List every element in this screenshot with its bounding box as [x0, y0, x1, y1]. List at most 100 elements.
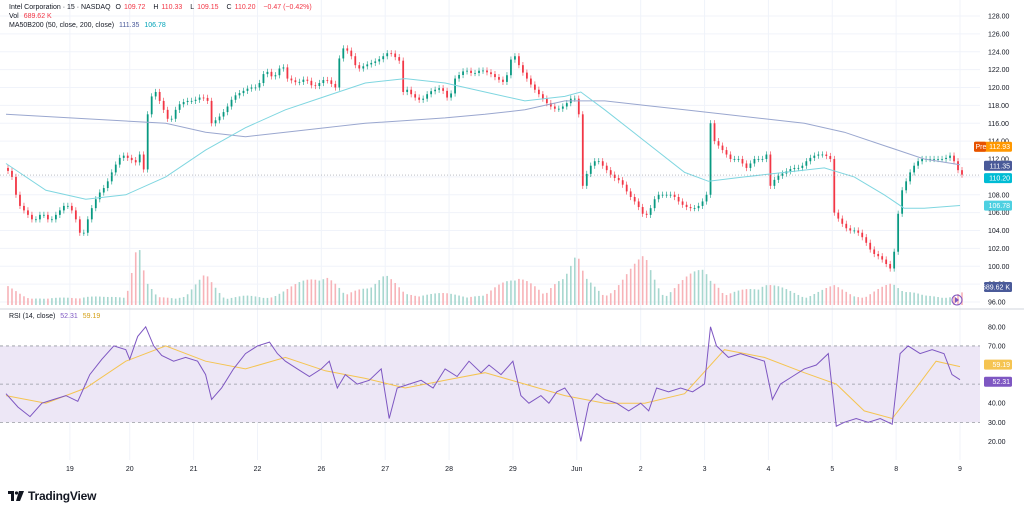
candle-body	[434, 89, 437, 92]
candle-body	[897, 213, 900, 252]
volume-bar	[346, 294, 349, 305]
price-axis[interactable]: 128.00 126.00 124.00 122.00 120.00 118.00 116.…	[988, 14, 1010, 307]
rsi-label[interactable]: RSI (14, close)	[9, 313, 56, 320]
time-tick-label: 21	[190, 466, 198, 473]
candle-body	[669, 194, 672, 196]
ma200-value: 111.35	[119, 22, 140, 29]
ma-label[interactable]: MA50B200 (50, close, 200, close)	[9, 22, 115, 29]
candle-body	[597, 161, 600, 163]
candle-body	[242, 90, 245, 94]
candle-body	[621, 180, 624, 185]
volume-bar	[633, 263, 636, 305]
candle-body	[945, 157, 947, 159]
candle-body	[226, 106, 229, 113]
time-tick-label: 19	[66, 466, 74, 473]
volume-bar	[110, 296, 113, 305]
volume-bar	[79, 298, 81, 305]
pre-market-tag-prefix: Pre	[976, 144, 987, 151]
volume-bar	[366, 288, 369, 305]
volume-bar	[597, 290, 600, 305]
candle-body	[793, 167, 796, 170]
candle-body	[310, 80, 313, 86]
volume-bar	[621, 279, 624, 305]
volume-bar	[829, 286, 832, 305]
time-axis[interactable]: 19 20 21 22 26 27 28 29 Jun 2 3 4 5 8 9	[66, 466, 962, 473]
volume-bar	[781, 287, 784, 305]
volume-bar	[550, 288, 552, 305]
candle-body	[681, 201, 684, 205]
candle-body	[613, 174, 616, 178]
candle-body	[146, 114, 149, 170]
price-tick-label: 124.00	[988, 49, 1010, 56]
candle-body	[729, 154, 732, 159]
rsi-line	[5, 325, 961, 442]
symbol-title[interactable]: Intel Corporation · 15 · NASDAQ	[9, 4, 111, 11]
candle-body	[617, 177, 620, 181]
volume-bar	[71, 297, 73, 305]
volume-bar	[242, 295, 245, 305]
candle-body	[601, 161, 604, 166]
time-tick-label: 28	[445, 466, 453, 473]
candle-body	[266, 71, 269, 75]
tradingview-logo-icon	[8, 491, 24, 501]
volume-bar	[705, 274, 708, 305]
volume-bar	[578, 258, 580, 305]
candle-body	[326, 80, 329, 81]
candle-body	[861, 232, 864, 238]
candle-body	[218, 116, 221, 121]
volume-bar	[27, 298, 29, 305]
candle-body	[306, 79, 309, 81]
volume-bar	[765, 285, 768, 305]
candle-body	[490, 72, 492, 75]
ohlc-low: L 109.15	[190, 4, 219, 11]
price-tick-label: 118.00	[988, 103, 1009, 110]
ma50-tag-bg	[984, 200, 1012, 211]
volume-bar	[466, 297, 468, 305]
replay-icon[interactable]	[951, 294, 963, 306]
volume-bar	[813, 294, 816, 305]
candle-body	[577, 98, 580, 115]
ma200-tag: 111.35	[990, 163, 1010, 170]
tradingview-brand[interactable]: TradingView	[8, 489, 96, 503]
price-tick-label: 102.00	[988, 246, 1010, 253]
ma50-value: 106.78	[144, 22, 166, 29]
candle-body	[502, 79, 504, 82]
candle-body	[414, 94, 417, 98]
volume-bar	[725, 295, 728, 305]
volume-bar	[91, 296, 93, 305]
candle-body	[302, 79, 305, 82]
volume-bar	[130, 272, 133, 305]
candle-body	[394, 53, 397, 58]
candle-body	[537, 89, 540, 95]
candle-body	[98, 192, 101, 200]
candle-body	[126, 155, 129, 158]
candle-body	[19, 194, 21, 206]
volume-bar	[637, 259, 640, 305]
candle-body	[825, 154, 828, 157]
volume-label[interactable]: Vol	[9, 13, 19, 20]
volume-bar	[402, 291, 404, 305]
price-tick-label: 100.00	[988, 264, 1010, 271]
ma200-tag-bg	[984, 160, 1012, 171]
candle-body	[162, 100, 165, 110]
candle-body	[15, 176, 17, 195]
volume-bar	[657, 288, 660, 305]
candle-body	[593, 161, 596, 166]
volume-bar	[426, 294, 428, 305]
candle-body	[641, 207, 644, 214]
candle-body	[90, 208, 93, 220]
volume-bar	[478, 295, 480, 305]
volume-bar	[442, 293, 444, 305]
candle-body	[717, 141, 720, 146]
candle-body	[893, 251, 896, 269]
candle-body	[54, 214, 57, 220]
candle-body	[482, 70, 484, 72]
candle-body	[849, 228, 852, 231]
candle-body	[557, 108, 560, 110]
candle-body	[27, 210, 29, 215]
volume-bar	[490, 290, 492, 305]
candle-body	[905, 181, 908, 191]
candle-body	[418, 97, 421, 100]
volume-bar	[282, 291, 285, 305]
